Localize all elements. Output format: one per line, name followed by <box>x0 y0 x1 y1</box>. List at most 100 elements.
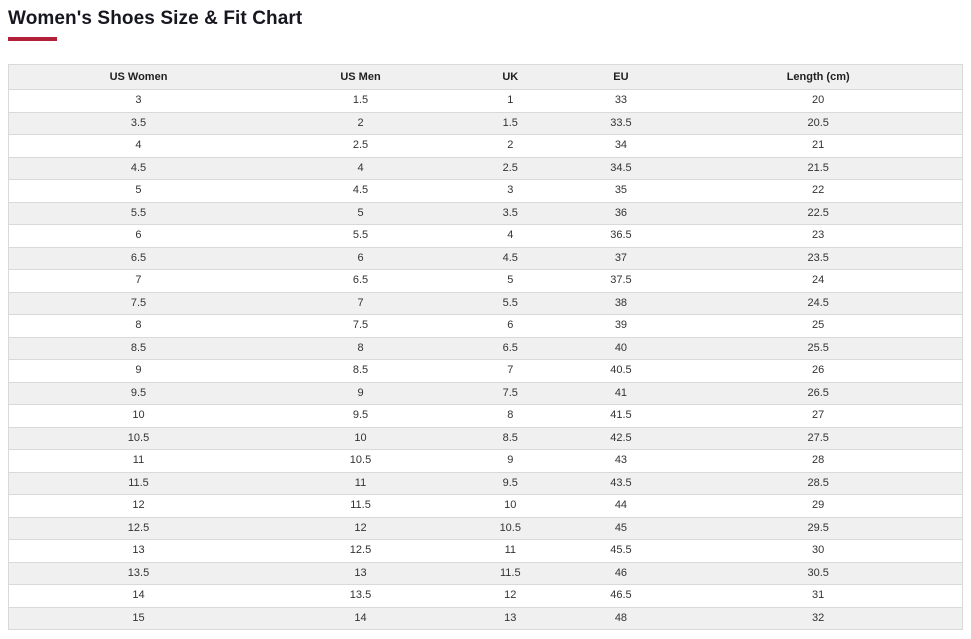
table-cell: 33 <box>567 89 675 112</box>
table-row: 8 7.5 6 39 25 <box>8 314 963 337</box>
table-cell: 31 <box>674 584 963 607</box>
table-cell: 13 <box>267 561 454 585</box>
table-cell: 14 <box>267 606 454 630</box>
table-cell: 6.5 <box>267 269 454 292</box>
table-cell: 2.5 <box>453 156 568 180</box>
table-cell: 45.5 <box>567 539 675 562</box>
table-cell: 4 <box>267 156 454 180</box>
table-cell: 7.5 <box>267 314 454 337</box>
table-cell: 43 <box>567 449 675 472</box>
table-cell: 37 <box>567 246 675 270</box>
table-cell: 12 <box>267 516 454 540</box>
table-cell: 9 <box>267 381 454 405</box>
table-row: 10 9.5 8 41.5 27 <box>8 404 963 427</box>
table-cell: 32 <box>674 606 963 630</box>
table-cell: 7 <box>267 291 454 315</box>
size-fit-chart-table: US Women US Men UK EU Length (cm) 3 1.5 1 33 20 3… <box>8 64 963 630</box>
table-cell: 3 <box>453 179 568 202</box>
column-header: US Men <box>267 64 454 90</box>
table-cell: 3.5 <box>453 201 568 225</box>
table-cell: 13.5 <box>8 561 268 585</box>
table-cell: 26 <box>674 359 963 382</box>
table-cell: 6.5 <box>453 336 568 360</box>
table-cell: 9.5 <box>8 381 268 405</box>
table-cell: 45 <box>567 516 675 540</box>
table-cell: 48 <box>567 606 675 630</box>
page-title: Women's Shoes Size & Fit Chart <box>8 8 303 29</box>
table-cell: 10 <box>453 494 568 517</box>
column-header: EU <box>567 64 675 90</box>
table-row: 3 1.5 1 33 20 <box>8 89 963 112</box>
table-cell: 29.5 <box>674 516 963 540</box>
table-cell: 11.5 <box>453 561 568 585</box>
table-cell: 44 <box>567 494 675 517</box>
table-cell: 1.5 <box>267 89 454 112</box>
table-cell: 8 <box>267 336 454 360</box>
table-cell: 14 <box>8 584 268 607</box>
table-cell: 11 <box>8 449 268 472</box>
table-cell: 36 <box>567 201 675 225</box>
table-cell: 2.5 <box>267 134 454 157</box>
table-cell: 4 <box>453 224 568 247</box>
table-cell: 13.5 <box>267 584 454 607</box>
table-row: 9 8.5 7 40.5 26 <box>8 359 963 382</box>
table-cell: 23.5 <box>674 246 963 270</box>
table-cell: 28 <box>674 449 963 472</box>
table-cell: 38 <box>567 291 675 315</box>
table-cell: 7.5 <box>8 291 268 315</box>
table-cell: 10 <box>8 404 268 427</box>
table-cell: 23 <box>674 224 963 247</box>
table-row: 7.5 7 5.5 38 24.5 <box>8 291 963 315</box>
table-cell: 3 <box>8 89 268 112</box>
table-cell: 7 <box>8 269 268 292</box>
table-cell: 24.5 <box>674 291 963 315</box>
table-cell: 33.5 <box>567 111 675 135</box>
table-row: 14 13.5 12 46.5 31 <box>8 584 963 607</box>
table-cell: 11.5 <box>8 471 268 495</box>
table-cell: 6.5 <box>8 246 268 270</box>
table-cell: 12 <box>8 494 268 517</box>
table-cell: 4.5 <box>8 156 268 180</box>
table-cell: 6 <box>267 246 454 270</box>
table-cell: 12 <box>453 584 568 607</box>
table-cell: 13 <box>8 539 268 562</box>
table-row: 8.5 8 6.5 40 25.5 <box>8 336 963 360</box>
table-row: 10.5 10 8.5 42.5 27.5 <box>8 426 963 450</box>
table-cell: 29 <box>674 494 963 517</box>
table-cell: 34.5 <box>567 156 675 180</box>
column-header: Length (cm) <box>674 64 963 90</box>
table-row: 3.5 2 1.5 33.5 20.5 <box>8 111 963 135</box>
table-cell: 42.5 <box>567 426 675 450</box>
table-row: 9.5 9 7.5 41 26.5 <box>8 381 963 405</box>
table-cell: 20 <box>674 89 963 112</box>
table-cell: 11 <box>267 471 454 495</box>
table-row: 13.5 13 11.5 46 30.5 <box>8 561 963 585</box>
table-cell: 5.5 <box>453 291 568 315</box>
table-cell: 34 <box>567 134 675 157</box>
column-header: US Women <box>8 64 268 90</box>
table-cell: 4.5 <box>267 179 454 202</box>
table-cell: 8.5 <box>453 426 568 450</box>
table-cell: 2 <box>267 111 454 135</box>
table-cell: 36.5 <box>567 224 675 247</box>
table-cell: 40 <box>567 336 675 360</box>
title-underline-accent <box>8 37 57 41</box>
table-row: 4.5 4 2.5 34.5 21.5 <box>8 156 963 180</box>
table-row: 11 10.5 9 43 28 <box>8 449 963 472</box>
table-cell: 7.5 <box>453 381 568 405</box>
table-cell: 5 <box>8 179 268 202</box>
table-cell: 10.5 <box>267 449 454 472</box>
table-cell: 6 <box>8 224 268 247</box>
table-cell: 8 <box>453 404 568 427</box>
table-row: 12 11.5 10 44 29 <box>8 494 963 517</box>
table-cell: 20.5 <box>674 111 963 135</box>
table-row: 4 2.5 2 34 21 <box>8 134 963 157</box>
table-cell: 12.5 <box>8 516 268 540</box>
table-row: 7 6.5 5 37.5 24 <box>8 269 963 292</box>
table-cell: 5.5 <box>8 201 268 225</box>
table-cell: 22.5 <box>674 201 963 225</box>
table-cell: 4.5 <box>453 246 568 270</box>
table-row: 15 14 13 48 32 <box>8 606 963 630</box>
table-cell: 8 <box>8 314 268 337</box>
table-cell: 25.5 <box>674 336 963 360</box>
